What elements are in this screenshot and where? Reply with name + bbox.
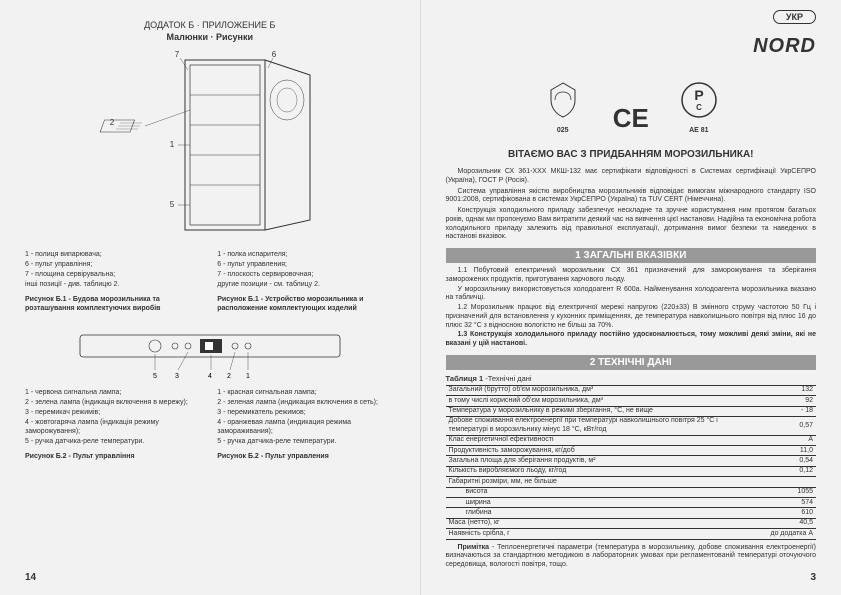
- sec1-p3: 1.2 Морозильник працює від електричної м…: [446, 304, 817, 330]
- table-row: Температура у морозильнику в режимі збер…: [446, 406, 817, 416]
- section-1-heading: 1 ЗАГАЛЬНІ ВКАЗІВКИ: [446, 248, 817, 263]
- svg-text:4: 4: [208, 373, 212, 380]
- sec1-p2: У морозильнику використовується холодоаг…: [446, 286, 817, 304]
- legend-b2: 1 - червона сигнальна лампа; 2 - зелена …: [25, 388, 395, 463]
- brand-logo: NORD: [753, 35, 816, 58]
- table-row: Габаритні розміри, мм, не більше: [446, 477, 817, 487]
- table-row: Клас енергетичної ефективностіA: [446, 435, 817, 445]
- svg-text:3: 3: [175, 373, 179, 380]
- callout-6: 6: [272, 50, 276, 59]
- footnote: Примітка - Теплоенергетичні параметри (т…: [446, 544, 817, 570]
- table-row: Загальна площа для зберігання продуктів,…: [446, 456, 817, 466]
- section-2-heading: 2 ТЕХНІЧНІ ДАНІ: [446, 355, 817, 370]
- appendix-title: ДОДАТОК Б · ПРИЛОЖЕНИЕ Б: [25, 20, 395, 30]
- legend-b1-ua: 1 - полиця випарювача; 6 - пульт управлі…: [25, 250, 202, 315]
- right-page: УКР NORD 025 CE PC AE 81 ВІТАЄМО ВАС З П…: [421, 0, 841, 595]
- legend-b2-ru: 1 - красная сигнальная лампа; 2 - зелена…: [217, 388, 394, 463]
- table-row: Наявність срібла, гдо додатка А: [446, 529, 817, 539]
- callout-2: 2: [110, 118, 114, 127]
- table-row: в тому числі корисний об'єм морозильника…: [446, 396, 817, 406]
- drawings-title: Малюнки · Рисунки: [25, 32, 395, 42]
- cert-mark-ae81: PC AE 81: [679, 80, 719, 134]
- sec1-p4: 1.3 Конструкція холодильного приладу пос…: [446, 331, 817, 349]
- table-row: Добове споживання електроенергії при тем…: [446, 416, 817, 435]
- freezer-diagram: 7 6 2 1 5: [90, 50, 330, 240]
- table-row: Загальний (брутто) об'єм морозильника, д…: [446, 385, 817, 395]
- legend-b2-ua: 1 - червона сигнальна лампа; 2 - зелена …: [25, 388, 202, 463]
- control-panel-diagram: 5 3 4 2 1: [70, 330, 350, 380]
- table-title: Таблиця 1 -Технічні дані: [446, 374, 817, 383]
- left-page: ДОДАТОК Б · ПРИЛОЖЕНИЕ Б Малюнки · Рисун…: [0, 0, 421, 595]
- table-row: ширина574: [446, 498, 817, 508]
- callout-1: 1: [170, 140, 174, 149]
- certification-marks: 025 CE PC AE 81: [446, 80, 817, 134]
- spec-table: Загальний (брутто) об'єм морозильника, д…: [446, 385, 817, 540]
- intro-p2: Система управління якістю виробництва мо…: [446, 188, 817, 206]
- svg-text:P: P: [694, 87, 703, 103]
- ce-mark-icon: CE: [613, 103, 649, 134]
- cert-mark-025: 025: [543, 80, 583, 134]
- table-row: глибина610: [446, 508, 817, 518]
- legend-b1: 1 - полиця випарювача; 6 - пульт управлі…: [25, 250, 395, 315]
- sec1-p1: 1.1 Побутовий електричний морозильник СХ…: [446, 267, 817, 285]
- intro-p1: Морозильник СХ 361-ХХХ МКШ-132 має серти…: [446, 168, 817, 186]
- legend-b1-ru: 1 - полка испарителя; 6 - пульт управлен…: [217, 250, 394, 315]
- page-number-right: 3: [810, 572, 816, 583]
- svg-text:5: 5: [153, 373, 157, 380]
- callout-5: 5: [170, 200, 174, 209]
- svg-text:1: 1: [246, 373, 250, 380]
- table-row: Продуктивність заморожування, кг/доб11,0: [446, 446, 817, 456]
- table-row: висота1055: [446, 487, 817, 497]
- svg-text:2: 2: [227, 373, 231, 380]
- language-badge: УКР: [773, 10, 816, 24]
- welcome-heading: ВІТАЄМО ВАС З ПРИДБАННЯМ МОРОЗИЛЬНИКА!: [446, 149, 817, 160]
- table-row: Кількість виробляємого льоду, кг/год0,12: [446, 466, 817, 476]
- page-number-left: 14: [25, 572, 36, 583]
- callout-7: 7: [175, 50, 179, 59]
- svg-text:C: C: [696, 103, 702, 112]
- table-row: Маса (нетто), кг40,5: [446, 518, 817, 528]
- intro-p3: Конструкція холодильного приладу забезпе…: [446, 207, 817, 242]
